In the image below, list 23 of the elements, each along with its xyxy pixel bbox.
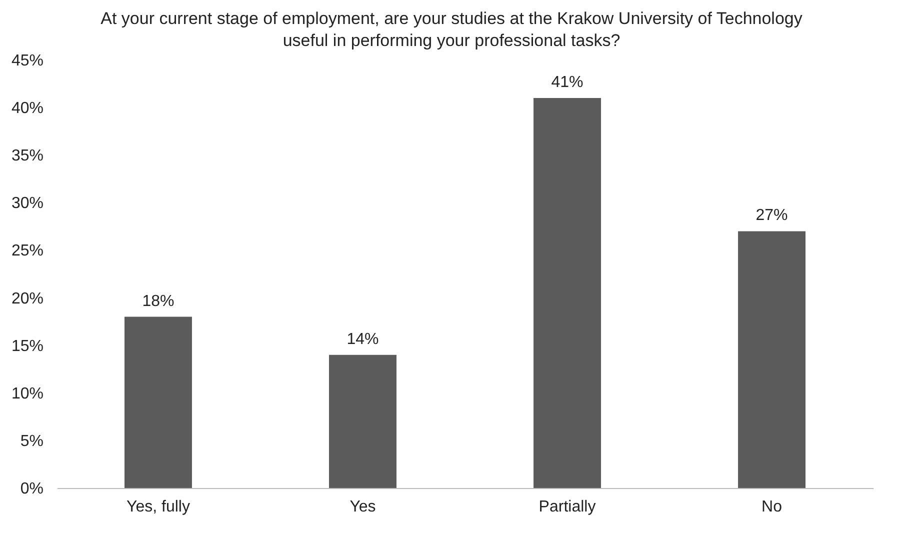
x-tick-label: Partially [538,498,596,516]
bar [329,354,396,488]
y-tick-label: 5% [20,432,44,450]
y-tick-label: 35% [11,148,44,165]
y-tick-label: 40% [11,100,44,118]
bar [738,231,806,488]
x-tick-label: Yes, fully [126,498,190,516]
y-tick-label: 15% [11,338,44,355]
data-label: 41% [551,74,584,92]
x-tick-label: No [762,498,782,516]
data-label: 18% [142,292,174,310]
bar [124,316,192,488]
chart-title: At your current stage of employment, are your studies at the Krakow University of Technology useful in performing your professional tasks? [100,8,804,52]
data-label: 14% [346,330,379,348]
x-tick-label: Yes [350,498,376,516]
data-label: 27% [756,207,788,224]
y-tick-label: 30% [11,195,44,212]
bar [534,98,601,488]
y-tick-label: 0% [20,480,44,498]
y-tick-label: 25% [11,242,44,260]
y-tick-label: 45% [11,52,44,70]
y-tick-label: 10% [11,385,44,402]
y-tick-label: 20% [11,290,44,308]
